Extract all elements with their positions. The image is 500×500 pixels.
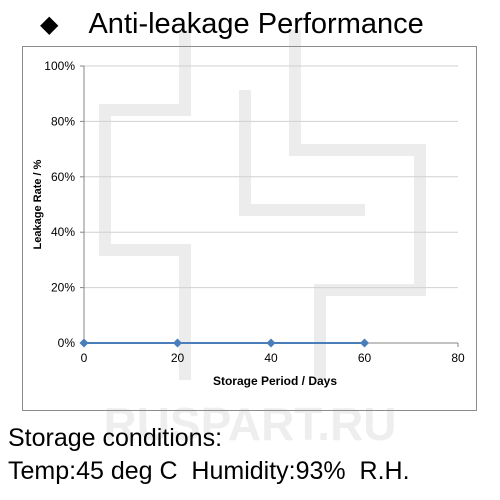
data-point-marker	[360, 338, 369, 348]
y-tick-label: 0%	[58, 336, 76, 350]
watermark-logo-shape	[289, 30, 426, 380]
y-tick-label: 40%	[51, 225, 75, 239]
diamond-bullet-icon: ◆	[40, 10, 59, 38]
x-tick-label: 60	[358, 351, 372, 365]
title-text: Anti-leakage Performance	[88, 7, 424, 40]
axis-layer	[80, 65, 459, 347]
x-tick-label: 0	[81, 351, 88, 365]
page-title: ◆ Anti-leakage Performance	[40, 2, 424, 46]
x-axis-title: Storage Period / Days	[213, 374, 337, 388]
data-point-marker	[79, 338, 89, 348]
x-tick-label: 20	[171, 351, 185, 365]
label-layer: 0% 20% 40% 60% 80% 100% 0 20 40 60 80 Storage Perio…	[32, 59, 465, 388]
watermark-logo-shape	[239, 90, 365, 216]
y-tick-label: 100%	[44, 59, 75, 73]
watermark-logo-shape	[99, 30, 191, 380]
series-layer	[79, 338, 369, 348]
data-point-marker	[266, 338, 276, 348]
grid-layer	[84, 65, 458, 289]
x-tick-label: 40	[264, 351, 278, 365]
watermark-text: RUSPART.RU	[103, 398, 396, 450]
y-tick-label: 80%	[51, 114, 75, 128]
conditions-values: Temp:45 deg C Humidity:93% R.H.	[8, 457, 410, 485]
chart-frame: 0% 20% 40% 60% 80% 100% 0 20 40 60 80 Storage Perio…	[22, 46, 477, 411]
y-tick-label: 60%	[51, 170, 75, 184]
storage-conditions: Storage conditions: Temp:45 deg C Humidit…	[8, 422, 410, 488]
conditions-heading: Storage conditions:	[8, 424, 223, 452]
leakage-chart: 0% 20% 40% 60% 80% 100% 0 20 40 60 80 Storage Perio…	[32, 59, 465, 388]
y-axis-title: Leakage Rate / %	[32, 159, 44, 249]
x-tick-label: 80	[451, 351, 465, 365]
y-tick-label: 20%	[51, 281, 75, 295]
data-point-marker	[173, 338, 182, 348]
